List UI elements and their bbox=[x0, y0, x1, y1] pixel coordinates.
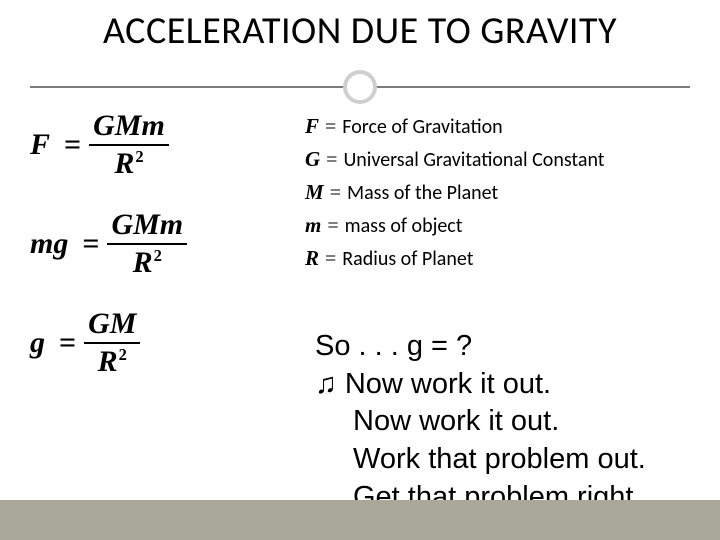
denominator: R2 bbox=[114, 146, 143, 180]
equals-sign: = bbox=[64, 128, 81, 162]
fraction: GM R2 bbox=[84, 308, 140, 377]
fraction: GMm R2 bbox=[89, 110, 169, 179]
fraction: GMm R2 bbox=[107, 209, 187, 278]
formula-g: g = GM R2 bbox=[30, 308, 300, 377]
denominator: R2 bbox=[133, 245, 162, 279]
denominator: R2 bbox=[98, 344, 127, 378]
lyric-line: ♫ Now work it out. bbox=[315, 366, 646, 404]
slide-title: ACCELERATION DUE TO GRAVITY bbox=[0, 0, 720, 54]
formula-lhs: mg bbox=[30, 227, 68, 261]
legend-row: M=Mass of the Planet bbox=[305, 176, 604, 209]
legend-row: F=Force of Gravitation bbox=[305, 110, 604, 143]
formula-mg: mg = GMm R2 bbox=[30, 209, 300, 278]
lyric-line: Now work it out. bbox=[315, 403, 646, 441]
legend-column: F=Force of Gravitation G=Universal Gravi… bbox=[305, 110, 604, 275]
equals-sign: = bbox=[59, 326, 76, 360]
numerator: GMm bbox=[89, 110, 169, 146]
equals-sign: = bbox=[82, 227, 99, 261]
formula-lhs: F bbox=[30, 128, 50, 162]
legend-row: m=mass of object bbox=[305, 209, 604, 242]
bottom-text-block: So . . . g = ? ♫ Now work it out. Now wo… bbox=[315, 328, 646, 516]
formula-column: F = GMm R2 mg = GMm R2 g = GM R2 bbox=[30, 110, 300, 407]
footer-bar bbox=[0, 500, 720, 540]
formula-lhs: g bbox=[30, 326, 45, 360]
numerator: GM bbox=[84, 308, 140, 344]
legend-row: G=Universal Gravitational Constant bbox=[305, 143, 604, 176]
lyric-line: Work that problem out. bbox=[315, 441, 646, 479]
numerator: GMm bbox=[107, 209, 187, 245]
formula-force: F = GMm R2 bbox=[30, 110, 300, 179]
circle-decoration bbox=[343, 70, 377, 104]
prompt-line: So . . . g = ? bbox=[315, 328, 646, 366]
music-note-icon: ♫ bbox=[315, 368, 337, 400]
legend-row: R=Radius of Planet bbox=[305, 242, 604, 275]
